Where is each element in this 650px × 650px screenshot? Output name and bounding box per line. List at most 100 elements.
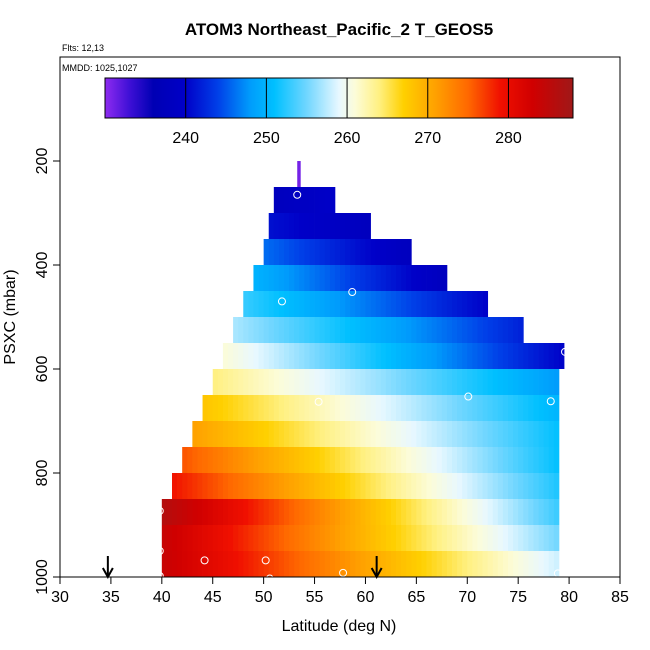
heatmap-cell — [324, 291, 331, 317]
heatmap-cell — [284, 239, 290, 265]
heatmap-cell — [284, 473, 290, 499]
heatmap-cell — [299, 421, 305, 447]
heatmap-cell — [324, 239, 331, 265]
heatmap-cell — [289, 187, 295, 213]
heatmap-cell — [548, 551, 555, 577]
heatmap-cell — [340, 421, 346, 447]
heatmap-cell — [502, 395, 509, 421]
heatmap-cell — [502, 421, 509, 447]
heatmap-cell — [375, 551, 382, 577]
heatmap-row — [253, 265, 448, 291]
heatmap-cell — [446, 473, 453, 499]
heatmap-cell — [238, 395, 244, 421]
heatmap-cell — [263, 265, 270, 291]
heatmap-cell — [294, 473, 300, 499]
heatmap-cell — [243, 395, 249, 421]
heatmap-cell — [553, 499, 560, 525]
heatmap-cell — [202, 499, 209, 525]
heatmap-cell — [172, 499, 178, 525]
heatmap-cell — [289, 343, 295, 369]
heatmap-cell — [197, 499, 203, 525]
heatmap-cell — [233, 395, 239, 421]
heatmap-cell — [370, 499, 377, 525]
heatmap-cell — [508, 343, 514, 369]
heatmap-cell — [406, 291, 412, 317]
heatmap-cell — [487, 525, 494, 551]
heatmap-cell — [396, 551, 402, 577]
heatmap-cell — [416, 265, 422, 291]
heatmap-cell — [309, 369, 315, 395]
heatmap-cell — [334, 421, 341, 447]
heatmap-cell — [411, 525, 417, 551]
heatmap-cell — [436, 369, 443, 395]
heatmap-cell — [253, 421, 259, 447]
heatmap-cell — [329, 291, 336, 317]
heatmap-cell — [421, 551, 427, 577]
heatmap-cell — [289, 551, 295, 577]
heatmap-cell — [207, 499, 214, 525]
heatmap-cell — [533, 447, 539, 473]
heatmap-cell — [340, 343, 346, 369]
heatmap-cell — [334, 239, 341, 265]
heatmap-cell — [238, 447, 244, 473]
heatmap-cell — [350, 447, 356, 473]
heatmap-cell — [324, 213, 331, 239]
heatmap-cell — [319, 499, 326, 525]
heatmap-cell — [248, 369, 254, 395]
heatmap-cell — [492, 551, 499, 577]
sample-marker — [155, 506, 164, 515]
heatmap-cell — [431, 395, 438, 421]
heatmap-cell — [299, 213, 305, 239]
heatmap-cell — [345, 473, 351, 499]
heatmap-cell — [431, 343, 438, 369]
heatmap-cell — [411, 447, 417, 473]
heatmap-cell — [177, 499, 183, 525]
heatmap-cell — [268, 291, 275, 317]
heatmap-cell — [446, 291, 453, 317]
heatmap-cell — [401, 369, 407, 395]
heatmap-cell — [523, 447, 529, 473]
heatmap-cell — [345, 525, 351, 551]
heatmap-cell — [370, 369, 377, 395]
heatmap-cell — [299, 317, 305, 343]
heatmap-cell — [299, 265, 305, 291]
heatmap-cell — [253, 551, 259, 577]
heatmap-cell — [452, 421, 458, 447]
heatmap-cell — [360, 265, 366, 291]
heatmap-cell — [350, 551, 356, 577]
heatmap-cell — [304, 187, 310, 213]
heatmap-cell — [441, 499, 448, 525]
heatmap-cell — [553, 395, 560, 421]
heatmap-cell — [233, 343, 239, 369]
heatmap-cell — [299, 551, 305, 577]
heatmap-cell — [355, 369, 361, 395]
heatmap-cell — [299, 369, 305, 395]
heatmap-cell — [380, 447, 387, 473]
heatmap-cell — [452, 291, 458, 317]
heatmap-cell — [182, 499, 188, 525]
heatmap-cell — [528, 343, 534, 369]
heatmap-cell — [477, 343, 483, 369]
heatmap-cell — [421, 447, 427, 473]
heatmap-cell — [523, 473, 529, 499]
heatmap-cell — [472, 447, 478, 473]
heatmap-cell — [401, 473, 407, 499]
heatmap-cell — [248, 421, 254, 447]
heatmap-cell — [340, 395, 346, 421]
heatmap-cell — [513, 421, 519, 447]
heatmap-cell — [329, 343, 336, 369]
heatmap-cell — [548, 421, 555, 447]
chart-title: ATOM3 Northeast_Pacific_2 T_GEOS5 — [185, 20, 493, 39]
heatmap-cell — [212, 447, 219, 473]
heatmap-cell — [299, 499, 305, 525]
heatmap-cell — [370, 239, 377, 265]
heatmap-cell — [360, 213, 366, 239]
heatmap-cell — [426, 473, 433, 499]
heatmap-cell — [309, 395, 315, 421]
heatmap-cell — [431, 317, 438, 343]
heatmap-cell — [477, 447, 483, 473]
heatmap-cell — [467, 525, 473, 551]
heatmap-cell — [284, 317, 290, 343]
heatmap-cell — [543, 525, 550, 551]
